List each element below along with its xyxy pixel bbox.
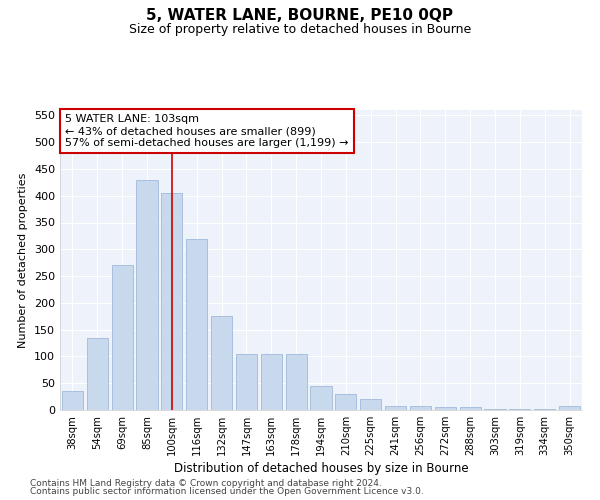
Bar (186, 238, 207, 410)
Bar (310, 386, 332, 410)
Bar (385, 406, 406, 410)
Text: Contains public sector information licensed under the Open Government Licence v3: Contains public sector information licen… (30, 487, 424, 496)
Bar (211, 316, 232, 410)
Bar (161, 193, 182, 410)
Bar (261, 354, 282, 410)
Bar (112, 266, 133, 410)
Text: Contains HM Land Registry data © Crown copyright and database right 2024.: Contains HM Land Registry data © Crown c… (30, 478, 382, 488)
Y-axis label: Number of detached properties: Number of detached properties (19, 172, 28, 348)
Bar (335, 394, 356, 410)
Bar (509, 409, 530, 410)
Bar (460, 408, 481, 410)
Text: 5, WATER LANE, BOURNE, PE10 0QP: 5, WATER LANE, BOURNE, PE10 0QP (146, 8, 454, 22)
Bar (360, 400, 381, 410)
Bar (286, 354, 307, 410)
Bar (435, 408, 456, 410)
X-axis label: Distribution of detached houses by size in Bourne: Distribution of detached houses by size … (173, 462, 469, 475)
Bar (236, 354, 257, 410)
Text: Size of property relative to detached houses in Bourne: Size of property relative to detached ho… (129, 22, 471, 36)
Bar (87, 338, 108, 410)
Bar (559, 406, 580, 410)
Bar (534, 409, 555, 410)
Bar (136, 180, 158, 410)
Bar (484, 409, 506, 410)
Bar (62, 391, 83, 410)
Text: 5 WATER LANE: 103sqm
← 43% of detached houses are smaller (899)
57% of semi-deta: 5 WATER LANE: 103sqm ← 43% of detached h… (65, 114, 349, 148)
Bar (410, 406, 431, 410)
